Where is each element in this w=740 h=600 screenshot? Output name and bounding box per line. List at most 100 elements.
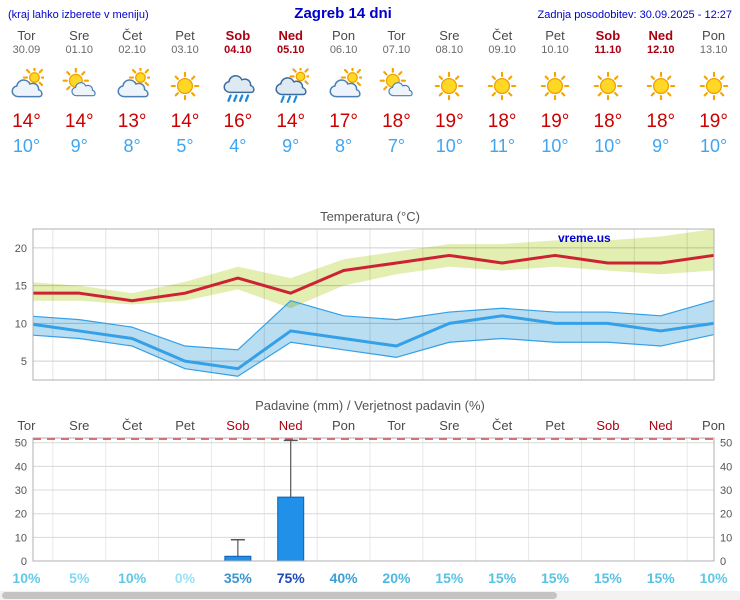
day-name: Tor — [387, 28, 406, 43]
sunny-icon — [590, 68, 626, 104]
precip-day-label: Pet — [175, 418, 195, 433]
forecast-day-03.10: Pet 03.10 14° 5° — [159, 28, 212, 157]
day-date: 01.10 — [65, 44, 94, 56]
forecast-strip: Tor 30.09 14° 10° Sre 01.10 14° 9° Čet 02.10 13° 8°… — [0, 28, 740, 157]
svg-text:50: 50 — [15, 438, 27, 450]
day-max-temp: 13° — [117, 111, 147, 132]
sunny-icon — [167, 68, 203, 104]
svg-text:40: 40 — [15, 461, 27, 473]
day-date: 06.10 — [329, 44, 358, 56]
day-name: Ned — [648, 28, 674, 43]
precip-day-label: Tor — [387, 418, 406, 433]
precip-probability: 35% — [223, 570, 252, 586]
svg-text:20: 20 — [15, 243, 27, 255]
day-name: Čet — [492, 28, 513, 43]
precip-probability: 15% — [646, 570, 675, 586]
forecast-day-10.10: Pet 10.10 19° 10° — [529, 28, 582, 157]
precip-bar — [277, 496, 305, 562]
day-name: Čet — [122, 28, 143, 43]
day-min-temp: 9° — [282, 136, 300, 156]
day-date: 05.10 — [276, 44, 305, 56]
rain-icon — [220, 68, 256, 104]
precip-day-label: Ned — [648, 418, 673, 433]
day-max-temp: 16° — [223, 111, 253, 132]
sunny-icon — [431, 68, 467, 104]
day-name: Sob — [595, 28, 621, 43]
svg-text:15: 15 — [15, 281, 27, 293]
day-min-temp: 9° — [652, 136, 670, 156]
precip-day-label: Sre — [69, 418, 90, 433]
precip-probability: 15% — [593, 570, 622, 586]
precip-probability: 0% — [174, 570, 196, 586]
precip-day-label: Sob — [596, 418, 620, 433]
watermark-vreme-us: vreme.us — [558, 231, 611, 245]
forecast-day-05.10: Ned 05.10 14° 9° — [264, 28, 317, 157]
precip-probability: 10% — [118, 570, 147, 586]
precip-probability-row: 10% 5% 10% 0% 35% 75% 40% 20% 15% 15% 15% 15% 15% 10% — [0, 570, 740, 586]
forecast-day-12.10: Ned 12.10 18° 9° — [634, 28, 687, 157]
day-name: Tor — [17, 28, 36, 43]
sunny-icon — [643, 68, 679, 104]
horizontal-scrollbar[interactable] — [0, 591, 740, 600]
precip-probability: 10% — [699, 570, 728, 586]
day-min-temp: 4° — [229, 136, 247, 156]
temperature-chart-title: Temperatura (°C) — [320, 209, 420, 224]
svg-text:30: 30 — [720, 485, 732, 497]
precip-day-label: Pon — [332, 418, 356, 433]
day-name: Ned — [278, 28, 303, 43]
day-min-temp: 9° — [70, 136, 88, 156]
svg-text:50: 50 — [720, 438, 732, 450]
day-min-temp: 8° — [334, 136, 353, 156]
day-name: Pon — [332, 28, 356, 43]
partly-sunny-icon — [61, 67, 97, 104]
precip-day-label: Tor — [17, 418, 36, 433]
day-min-temp: 10° — [435, 136, 463, 156]
sunny-icon — [484, 68, 520, 104]
forecast-day-13.10: Pon 13.10 19° 10° — [687, 28, 740, 157]
day-date: 13.10 — [699, 44, 728, 56]
forecast-day-30.09: Tor 30.09 14° 10° — [0, 28, 53, 157]
day-date: 09.10 — [488, 44, 516, 56]
partly-sunny-icon — [378, 67, 414, 104]
precip-day-label: Čet — [492, 418, 513, 433]
day-max-temp: 14° — [64, 111, 94, 132]
day-max-temp: 17° — [329, 111, 358, 132]
sunny-icon — [537, 68, 573, 104]
day-name: Sob — [225, 28, 251, 43]
svg-text:20: 20 — [15, 509, 27, 521]
precip-probability: 10% — [12, 570, 41, 586]
mostly-cloudy-icon — [8, 65, 47, 104]
day-max-temp: 14° — [276, 111, 306, 132]
day-max-temp: 14° — [12, 111, 41, 132]
svg-text:10: 10 — [15, 318, 27, 330]
forecast-day-06.10: Pon 06.10 17° 8° — [317, 28, 370, 157]
day-name: Sre — [69, 28, 90, 43]
day-min-temp: 8° — [123, 136, 141, 156]
page-header: (kraj lahko izberete v meniju) Zagreb 14… — [0, 0, 740, 22]
precip-day-label: Sob — [226, 418, 250, 433]
last-update-timestamp: Zadnja posodobitev: 30.09.2025 - 12:27 — [537, 9, 732, 21]
day-max-temp: 14° — [170, 111, 200, 132]
sunny-icon — [696, 68, 732, 104]
scrollbar-thumb[interactable] — [2, 592, 557, 599]
precipitation-chart: 0 0 10 10 20 20 30 30 40 40 50 50 — [15, 437, 732, 568]
svg-text:20: 20 — [720, 509, 732, 521]
forecast-day-04.10: Sob 04.10 16° 4° — [211, 28, 264, 157]
day-max-temp: 19° — [434, 111, 464, 132]
day-name: Pet — [545, 28, 565, 43]
day-min-temp: 7° — [387, 136, 406, 156]
precip-probability: 15% — [541, 570, 570, 586]
day-date: 30.09 — [12, 44, 41, 56]
day-min-temp: 10° — [699, 136, 728, 156]
day-date: 02.10 — [118, 44, 146, 56]
precip-chart-title: Padavine (mm) / Verjetnost padavin (%) — [255, 398, 485, 413]
temperature-chart: 5 10 15 20 vreme.us — [15, 228, 715, 381]
precip-day-label: Sre — [439, 418, 460, 433]
rain-sun-icon — [273, 65, 312, 104]
day-date: 03.10 — [171, 44, 199, 56]
svg-text:0: 0 — [720, 556, 726, 568]
precip-bar — [224, 555, 252, 562]
day-date: 10.10 — [541, 44, 569, 56]
day-min-temp: 10° — [541, 136, 569, 156]
forecast-day-01.10: Sre 01.10 14° 9° — [53, 28, 106, 157]
